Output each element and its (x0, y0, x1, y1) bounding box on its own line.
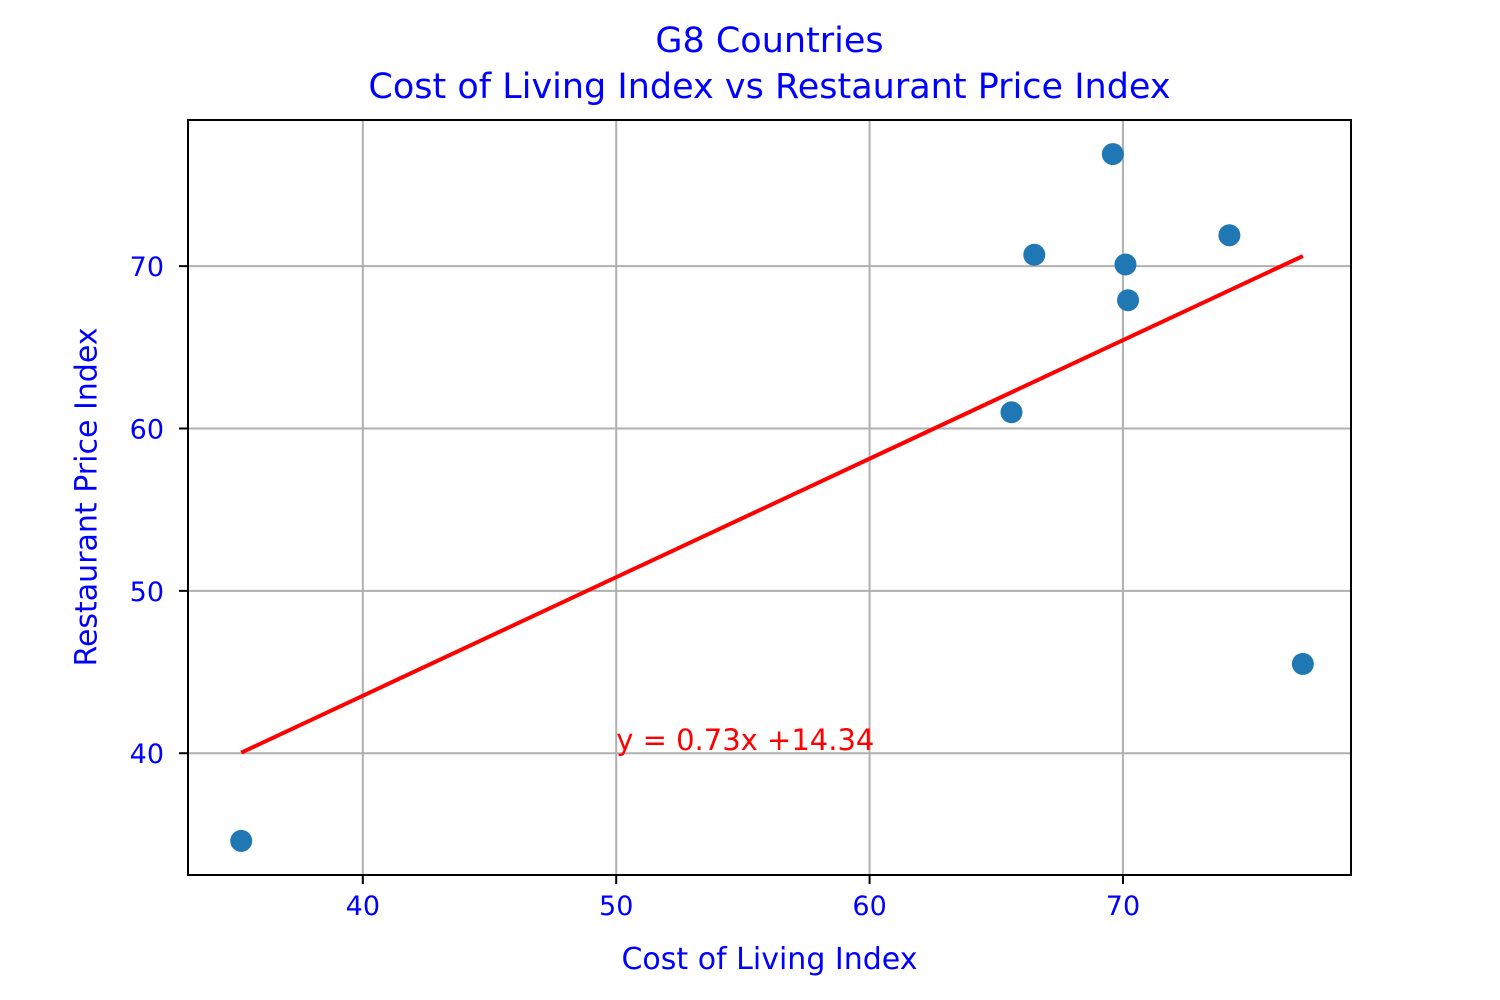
regression-equation: y = 0.73x +14.34 (616, 723, 874, 757)
x-tick-label: 70 (1106, 891, 1140, 922)
chart-title-block: G8 Countries Cost of Living Index vs Res… (188, 18, 1351, 110)
grid-lines (188, 120, 1351, 875)
y-axis-label: Restaurant Price Index (69, 327, 105, 667)
regression-layer (240, 254, 1304, 755)
data-point (1291, 652, 1314, 675)
data-point (1000, 401, 1023, 424)
y-tick-label: 70 (130, 252, 164, 283)
x-tick-label: 60 (852, 891, 886, 922)
y-tick-label: 60 (130, 414, 164, 445)
y-tick-label: 50 (130, 577, 164, 608)
data-point (1218, 224, 1241, 247)
data-point (1117, 289, 1140, 312)
regression-line (240, 254, 1304, 755)
x-axis-label: Cost of Living Index (621, 942, 918, 977)
x-tick-label: 50 (599, 891, 633, 922)
data-point (1101, 143, 1124, 166)
y-tick-label: 40 (130, 739, 164, 770)
chart-subtitle: Cost of Living Index vs Restaurant Price… (368, 67, 1171, 107)
chart-title: G8 Countries (655, 21, 884, 61)
data-point (230, 829, 253, 852)
axis-ticks: 40 50 60 70 40 50 60 70 (130, 252, 1140, 922)
plot-frame (187, 119, 1352, 876)
data-point (1023, 243, 1046, 266)
x-tick-label: 40 (346, 891, 380, 922)
points-layer (230, 143, 1314, 852)
data-point (1114, 253, 1137, 276)
